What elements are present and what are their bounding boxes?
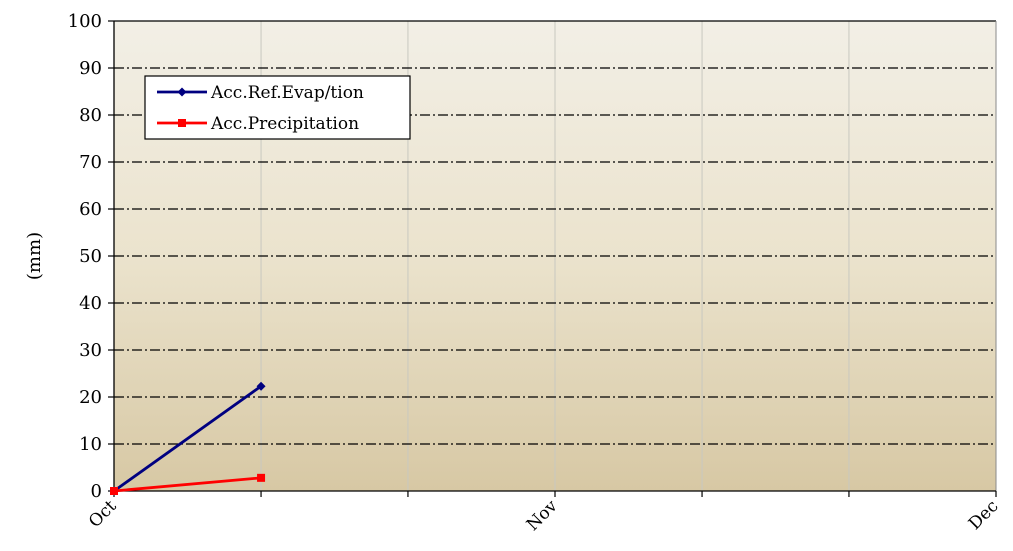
series-0-line <box>113 385 262 493</box>
x-tick-label-nov: Nov <box>523 496 562 535</box>
legend-swatch-marker-1 <box>178 119 186 127</box>
y-tick-label-40: 40 <box>79 293 102 314</box>
y-tick-label-70: 70 <box>79 152 102 173</box>
series-1-line <box>113 476 262 493</box>
y-axis-label: (mm) <box>24 232 45 280</box>
x-tick-label-dec: Dec <box>965 496 1003 534</box>
legend-label-0: Acc.Ref.Evap/tion <box>210 83 364 103</box>
legend-box <box>144 75 411 140</box>
y-tick-label-80: 80 <box>79 105 102 126</box>
y-tick-label-30: 30 <box>79 340 102 361</box>
series-layer <box>109 381 266 496</box>
y-tick-label-10: 10 <box>79 434 102 455</box>
series-1-point-1 <box>257 473 266 482</box>
horizontal-grid <box>114 20 996 445</box>
y-tick-label-90: 90 <box>79 58 102 79</box>
legend-swatch-marker-0 <box>177 87 187 97</box>
y-tick-label-20: 20 <box>79 387 102 408</box>
y-tick-label-60: 60 <box>79 199 102 220</box>
series-0-point-1 <box>256 381 266 391</box>
y-tick-label-100: 100 <box>68 11 102 32</box>
y-tick-label-50: 50 <box>79 246 102 267</box>
legend-label-1: Acc.Precipitation <box>210 114 359 134</box>
series-1-point-0 <box>110 487 118 495</box>
legend: Acc.Ref.Evap/tion Acc.Precipitation <box>144 75 411 140</box>
y-ticks: 0 10 20 30 40 50 60 70 80 90 100 <box>68 11 114 502</box>
y-tick-label-0: 0 <box>91 481 102 502</box>
x-ticks: Oct Nov Dec <box>85 491 1003 535</box>
